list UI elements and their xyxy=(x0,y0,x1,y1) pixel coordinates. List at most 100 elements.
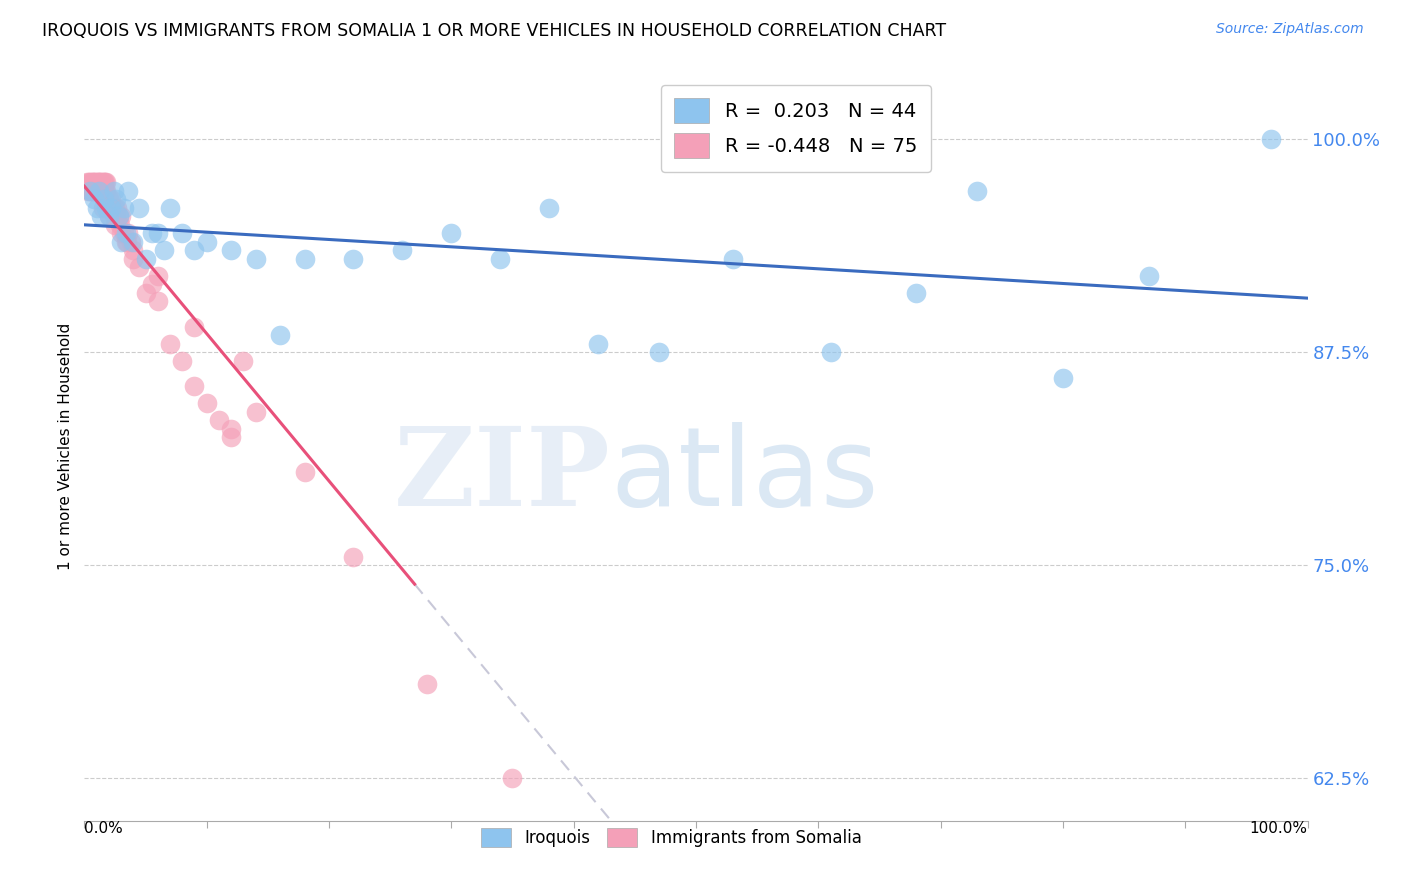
Point xyxy=(146,268,169,283)
Point xyxy=(117,184,139,198)
Point xyxy=(82,184,104,198)
Point xyxy=(86,201,108,215)
Point xyxy=(100,201,122,215)
Point xyxy=(86,175,108,189)
Point xyxy=(141,277,163,292)
Point xyxy=(87,175,110,189)
Point xyxy=(93,192,115,206)
Text: IROQUOIS VS IMMIGRANTS FROM SOMALIA 1 OR MORE VEHICLES IN HOUSEHOLD CORRELATION : IROQUOIS VS IMMIGRANTS FROM SOMALIA 1 OR… xyxy=(42,22,946,40)
Point xyxy=(195,396,218,410)
Point xyxy=(115,226,138,240)
Point xyxy=(107,209,129,223)
Point xyxy=(159,201,181,215)
Point xyxy=(94,184,117,198)
Point xyxy=(97,192,120,206)
Point xyxy=(820,345,842,359)
Point xyxy=(269,328,291,343)
Point xyxy=(183,243,205,257)
Point xyxy=(905,285,928,300)
Point xyxy=(146,226,169,240)
Point xyxy=(146,294,169,309)
Point xyxy=(77,184,100,198)
Point xyxy=(122,243,145,257)
Point xyxy=(586,336,609,351)
Point xyxy=(112,226,135,240)
Point xyxy=(183,319,205,334)
Point xyxy=(90,184,112,198)
Point xyxy=(79,184,101,198)
Point xyxy=(105,209,128,223)
Point xyxy=(1260,132,1282,146)
Point xyxy=(79,175,101,189)
Point xyxy=(96,175,118,189)
Point xyxy=(783,839,806,854)
Point xyxy=(141,226,163,240)
Point xyxy=(219,430,242,444)
Point xyxy=(159,336,181,351)
Point xyxy=(107,209,129,223)
Point xyxy=(195,235,218,249)
Text: ZIP: ZIP xyxy=(394,423,610,530)
Point xyxy=(612,839,634,854)
Y-axis label: 1 or more Vehicles in Household: 1 or more Vehicles in Household xyxy=(58,322,73,570)
Point xyxy=(245,252,267,266)
Point xyxy=(294,252,316,266)
Legend: Iroquois, Immigrants from Somalia: Iroquois, Immigrants from Somalia xyxy=(475,821,869,854)
Text: atlas: atlas xyxy=(610,423,879,530)
Point xyxy=(104,218,127,232)
Point xyxy=(84,175,107,189)
Point xyxy=(87,175,110,189)
Text: Source: ZipAtlas.com: Source: ZipAtlas.com xyxy=(1216,22,1364,37)
Text: 0.0%: 0.0% xyxy=(84,821,124,836)
Point xyxy=(245,405,267,419)
Point xyxy=(94,175,117,189)
Point xyxy=(112,201,135,215)
Point xyxy=(117,226,139,240)
Point xyxy=(97,209,120,223)
Point xyxy=(104,201,127,215)
Point xyxy=(110,226,132,240)
Point xyxy=(79,184,101,198)
Point xyxy=(83,184,105,198)
Point xyxy=(232,354,254,368)
Point xyxy=(87,184,110,198)
Point xyxy=(87,184,110,198)
Point xyxy=(135,252,157,266)
Point xyxy=(1137,268,1160,283)
Point xyxy=(91,201,114,215)
Point xyxy=(115,235,138,249)
Point xyxy=(172,354,194,368)
Point xyxy=(90,175,112,189)
Point xyxy=(98,201,121,215)
Point xyxy=(103,209,125,223)
Point xyxy=(219,243,242,257)
Point xyxy=(80,175,103,189)
Point xyxy=(110,235,132,249)
Point xyxy=(101,201,124,215)
Point xyxy=(135,285,157,300)
Point xyxy=(342,252,364,266)
Point xyxy=(83,192,105,206)
Point xyxy=(538,201,561,215)
Point xyxy=(87,184,110,198)
Point xyxy=(97,209,120,223)
Point xyxy=(80,184,103,198)
Point xyxy=(122,252,145,266)
Point xyxy=(91,184,114,198)
Point xyxy=(1052,371,1074,385)
Point xyxy=(108,218,131,232)
Point xyxy=(86,184,108,198)
Point xyxy=(105,192,128,206)
Point xyxy=(100,192,122,206)
Point xyxy=(96,201,118,215)
Point xyxy=(183,379,205,393)
Point xyxy=(153,243,176,257)
Point xyxy=(82,175,104,189)
Point xyxy=(93,184,115,198)
Point xyxy=(172,226,194,240)
Point xyxy=(89,175,111,189)
Point xyxy=(294,465,316,479)
Point xyxy=(440,226,463,240)
Point xyxy=(115,235,138,249)
Point xyxy=(648,345,671,359)
